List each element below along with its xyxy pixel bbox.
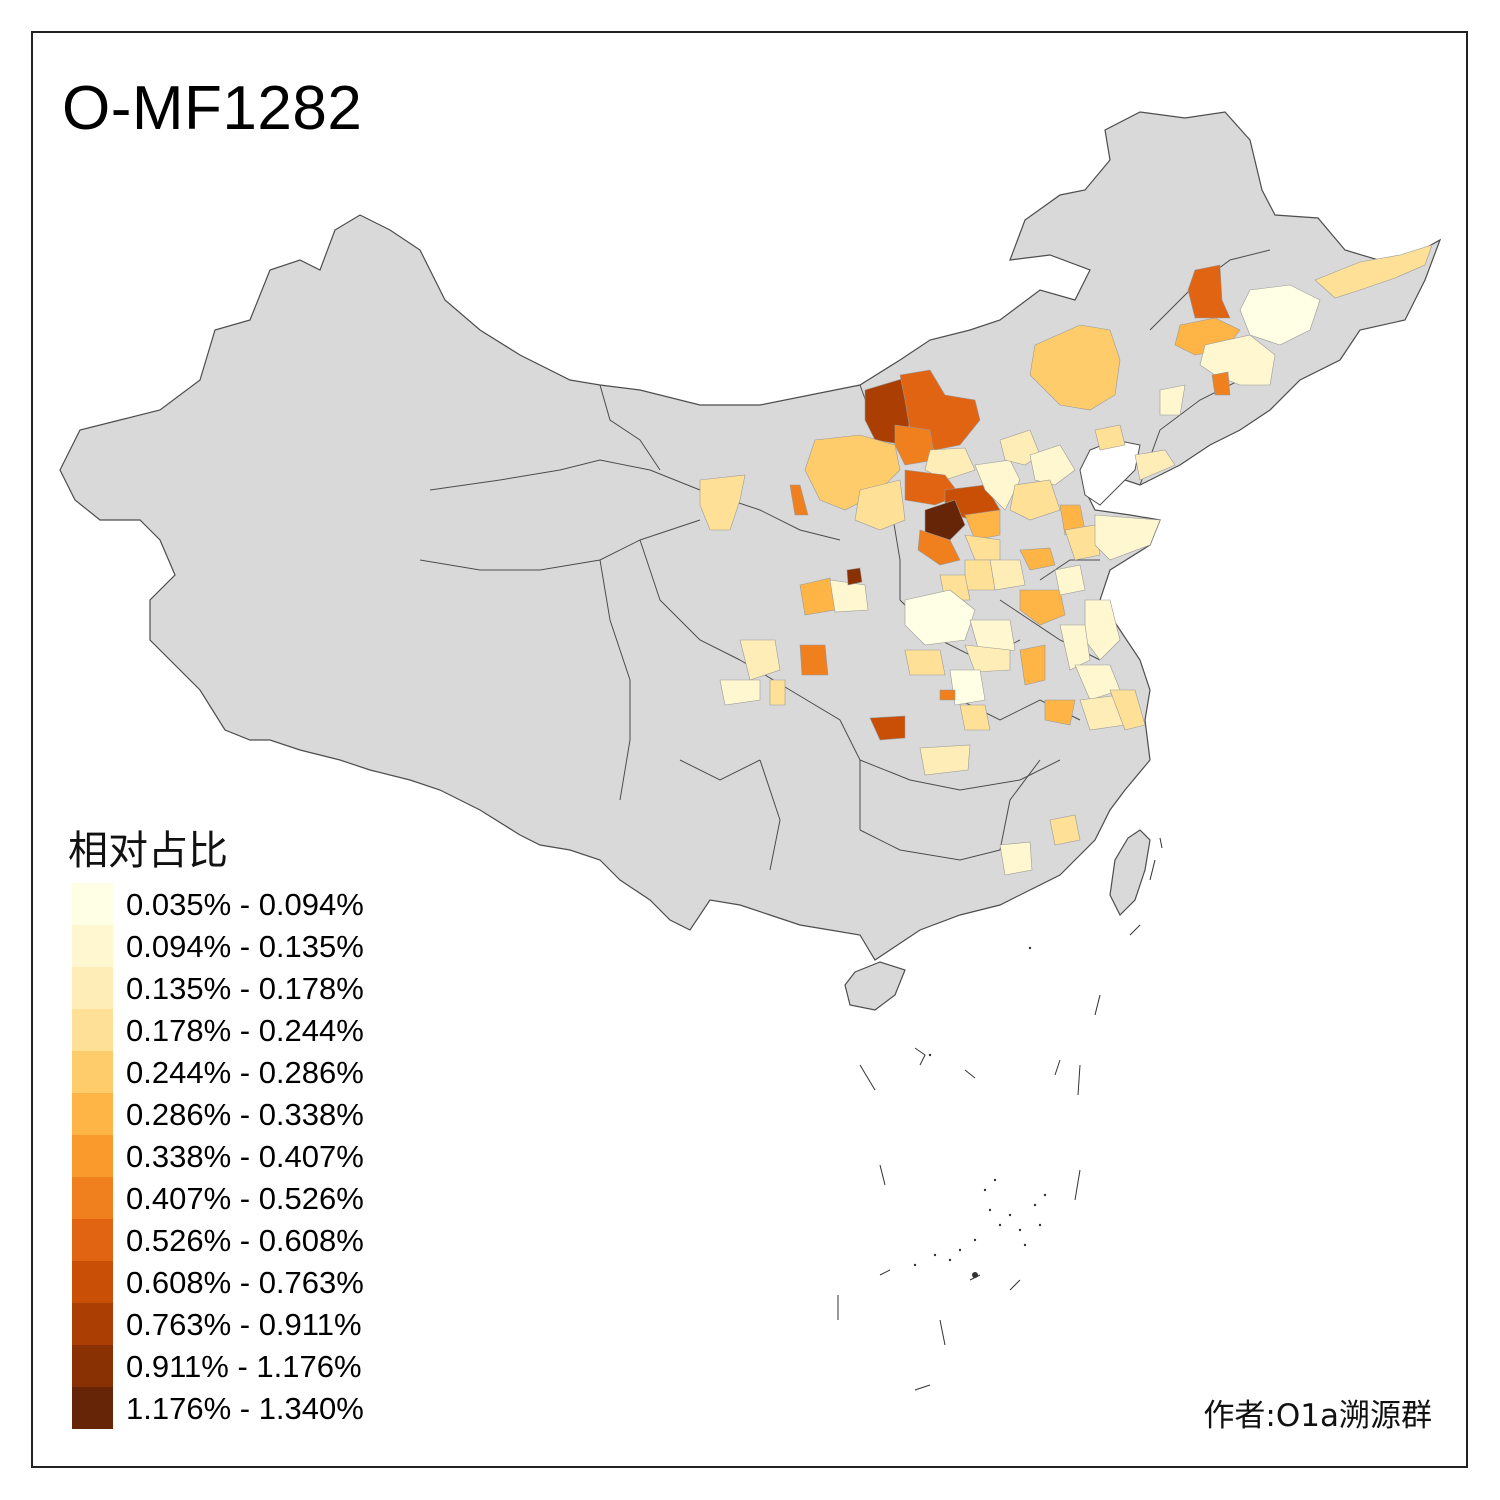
legend-label: 0.763% - 0.911% <box>126 1307 362 1342</box>
legend-item: 0.244% - 0.286% <box>72 1051 412 1093</box>
legend-swatch <box>72 1135 113 1177</box>
province-borders <box>419 249 1271 871</box>
author-credit: 作者:O1a溯源群 <box>1203 1398 1432 1434</box>
legend-item: 1.176% - 1.340% <box>72 1387 412 1429</box>
legend-label: 0.178% - 0.244% <box>126 1013 364 1048</box>
map-frame <box>31 31 1468 1468</box>
legend-swatch <box>72 1051 113 1093</box>
legend-label: 0.135% - 0.178% <box>126 971 364 1006</box>
legend-swatch <box>72 1303 113 1345</box>
legend-label: 0.094% - 0.135% <box>126 929 364 964</box>
map-title: O-MF1282 <box>62 74 363 143</box>
legend-item: 0.338% - 0.407% <box>72 1135 412 1177</box>
legend-swatch <box>72 1009 113 1051</box>
legend-item: 0.286% - 0.338% <box>72 1093 412 1135</box>
legend-swatch <box>72 883 113 925</box>
legend-title: 相对占比 <box>68 828 228 874</box>
prefecture-data-regions <box>699 244 1433 876</box>
legend-label: 0.338% - 0.407% <box>126 1139 364 1174</box>
legend-label: 0.244% - 0.286% <box>126 1055 364 1090</box>
taiwan-island <box>1109 829 1151 917</box>
legend-swatch <box>72 1387 113 1429</box>
legend: 0.035% - 0.094% 0.094% - 0.135% 0.135% -… <box>72 883 412 1429</box>
hainan-island <box>844 961 906 1011</box>
legend-label: 0.911% - 1.176% <box>126 1349 362 1384</box>
legend-swatch <box>72 967 113 1009</box>
legend-swatch <box>72 1177 113 1219</box>
legend-label: 0.526% - 0.608% <box>126 1223 364 1258</box>
legend-label: 0.608% - 0.763% <box>126 1265 364 1300</box>
legend-label: 0.407% - 0.526% <box>126 1181 364 1216</box>
legend-swatch <box>72 925 113 967</box>
legend-item: 0.178% - 0.244% <box>72 1009 412 1051</box>
legend-swatch <box>72 1219 113 1261</box>
legend-item: 0.094% - 0.135% <box>72 925 412 967</box>
legend-swatch <box>72 1093 113 1135</box>
legend-label: 1.176% - 1.340% <box>126 1391 364 1426</box>
legend-item: 0.407% - 0.526% <box>72 1177 412 1219</box>
legend-item: 0.135% - 0.178% <box>72 967 412 1009</box>
south-china-sea-inset <box>837 837 1163 1391</box>
legend-item: 0.035% - 0.094% <box>72 883 412 925</box>
china-landmass <box>59 111 1442 961</box>
legend-label: 0.286% - 0.338% <box>126 1097 364 1132</box>
legend-swatch <box>72 1261 113 1303</box>
south-china-sea-dots <box>913 946 1047 1278</box>
legend-item: 0.526% - 0.608% <box>72 1219 412 1261</box>
legend-swatch <box>72 1345 113 1387</box>
legend-item: 0.608% - 0.763% <box>72 1261 412 1303</box>
legend-label: 0.035% - 0.094% <box>126 887 364 922</box>
legend-item: 0.763% - 0.911% <box>72 1303 412 1345</box>
legend-item: 0.911% - 1.176% <box>72 1345 412 1387</box>
